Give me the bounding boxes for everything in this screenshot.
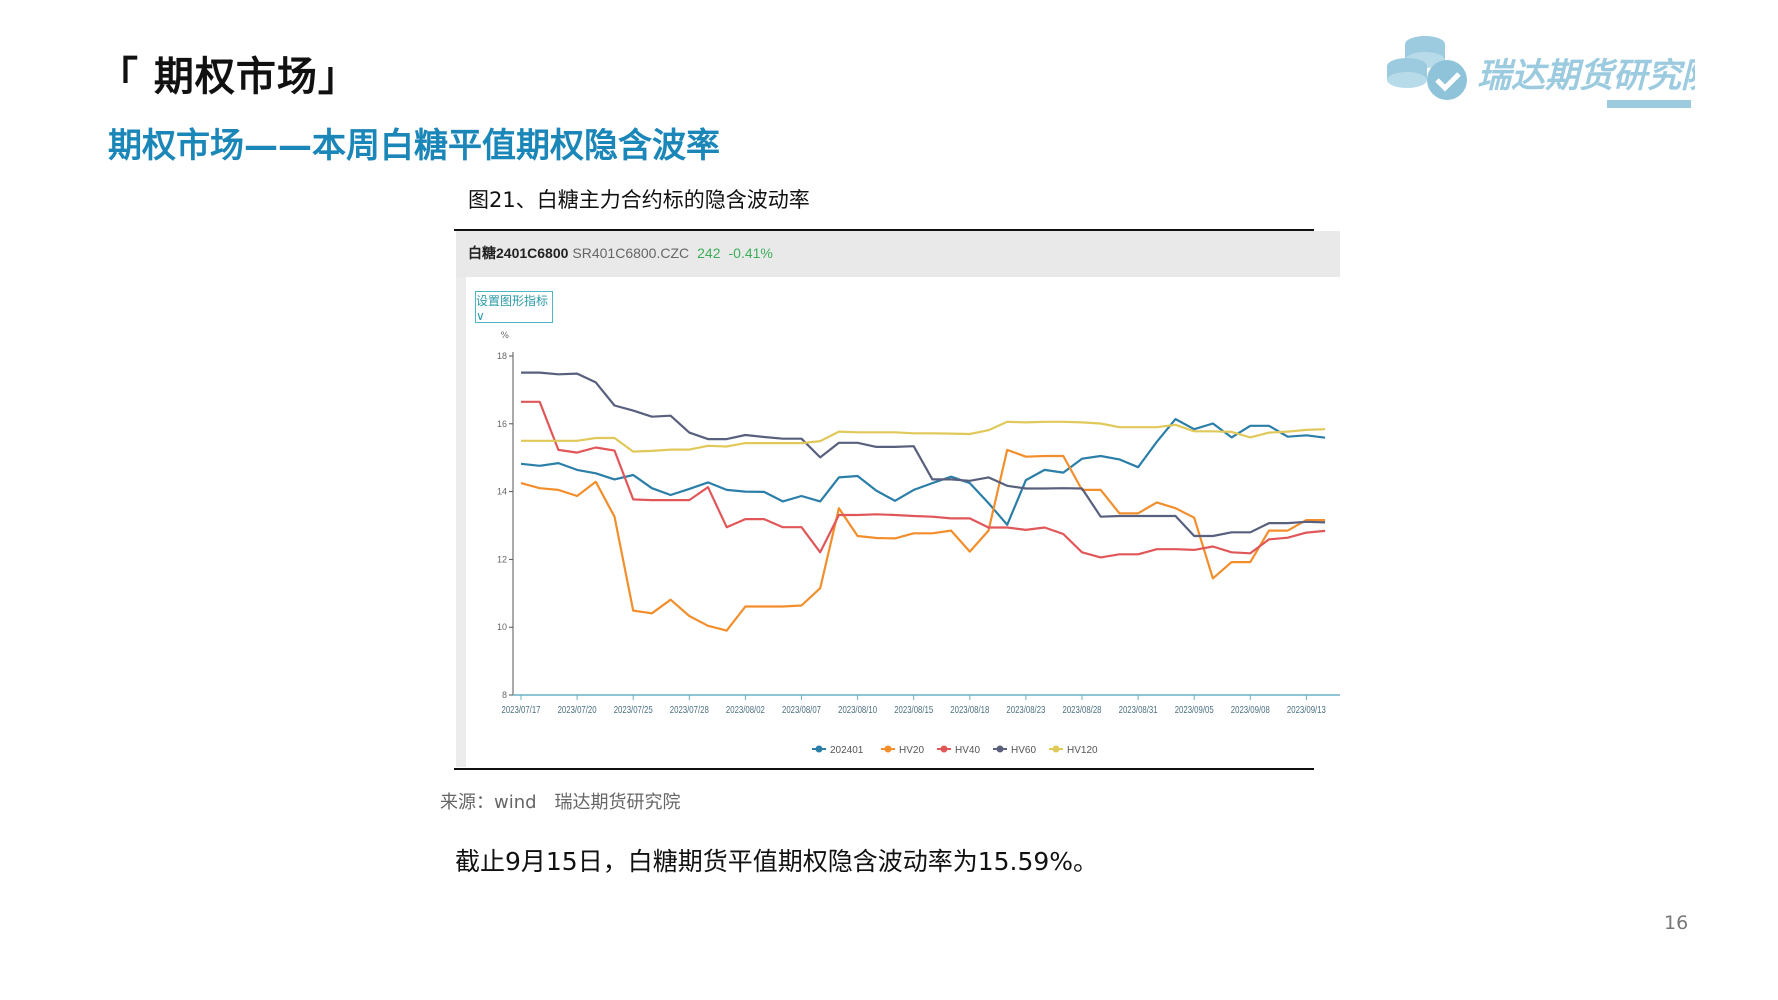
legend-label-202401: 202401 (830, 745, 864, 756)
body-text: 截止9月15日，白糖期货平值期权隐含波动率为15.59%。 (455, 847, 1099, 876)
logo-coins-icon: 瑞达期货研究院 (1387, 36, 1721, 108)
x-tick-label: 2023/08/07 (782, 704, 821, 715)
x-tick-label: 2023/09/08 (1231, 704, 1270, 715)
y-tick-label: 16 (497, 419, 507, 429)
legend-marker-hv40 (940, 745, 948, 753)
source-note: 来源：wind 瑞达期货研究院 (440, 792, 681, 813)
instrument-price: 242 (697, 245, 721, 261)
x-tick-label: 2023/07/28 (670, 704, 709, 715)
y-tick-label: 12 (497, 554, 507, 564)
bottom-rule (454, 768, 1314, 770)
x-tick-label: 2023/09/13 (1287, 704, 1326, 715)
instrument-name: 白糖2401C6800 (468, 245, 569, 261)
x-tick-label: 2023/07/25 (614, 704, 653, 715)
series-line-hv20 (520, 448, 1326, 632)
figure-caption: 图21、白糖主力合约标的隐含波动率 (468, 188, 810, 212)
x-tick-label: 2023/07/20 (558, 704, 597, 715)
legend-marker-hv20 (884, 745, 892, 753)
legend-marker-hv120 (1052, 745, 1060, 753)
y-tick-label: 18 (497, 351, 507, 361)
legend-label-hv40: HV40 (955, 745, 980, 756)
legend-marker-202401 (815, 745, 823, 753)
chart-panel-header (456, 231, 1340, 277)
page-number: 16 (1664, 912, 1689, 934)
y-tick-label: 8 (502, 690, 507, 700)
legend-marker-hv60 (996, 745, 1004, 753)
instrument-code: SR401C6800.CZC (572, 245, 690, 261)
chart-panel-strip (456, 277, 466, 767)
x-tick-label: 2023/08/18 (950, 704, 989, 715)
x-tick-label: 2023/08/28 (1063, 704, 1102, 715)
set-indicator-button[interactable]: 设置图形指标 ∨ (475, 291, 553, 323)
series-line-hv60 (521, 371, 1326, 538)
x-tick-label: 2023/09/05 (1175, 704, 1214, 715)
top-rule (454, 229, 1314, 231)
legend-label-hv20: HV20 (899, 745, 924, 756)
series-line-202401 (520, 417, 1326, 526)
y-axis-label: % (500, 331, 509, 341)
legend-label-hv120: HV120 (1067, 745, 1098, 756)
x-tick-label: 2023/07/17 (502, 704, 541, 715)
x-tick-label: 2023/08/10 (838, 704, 877, 715)
x-tick-label: 2023/08/23 (1006, 704, 1045, 715)
series-line-hv40 (521, 400, 1326, 559)
y-tick-label: 10 (497, 622, 507, 632)
line-chart: % 8 10 12 14 16 18 2023/07/17 2023/07/20 2023/07/… (497, 331, 1340, 756)
x-tick-label: 2023/08/02 (726, 704, 765, 715)
x-tick-label: 2023/08/31 (1119, 704, 1158, 715)
y-tick-label: 14 (497, 487, 507, 497)
instrument-change: -0.41% (728, 245, 773, 261)
logo: 瑞达期货研究院 (1385, 32, 1721, 116)
series-line-hv120 (521, 420, 1326, 453)
x-tick-label: 2023/08/15 (894, 704, 933, 715)
logo-text: 瑞达期货研究院 (1477, 56, 1695, 96)
legend-label-hv60: HV60 (1011, 745, 1036, 756)
section-subtitle: 期权市场——本周白糖平值期权隐含波率 (108, 126, 720, 166)
page-title: 「 期权市场」 (98, 54, 359, 100)
instrument-info: 白糖2401C6800 SR401C6800.CZC 242 -0.41% (468, 243, 773, 263)
